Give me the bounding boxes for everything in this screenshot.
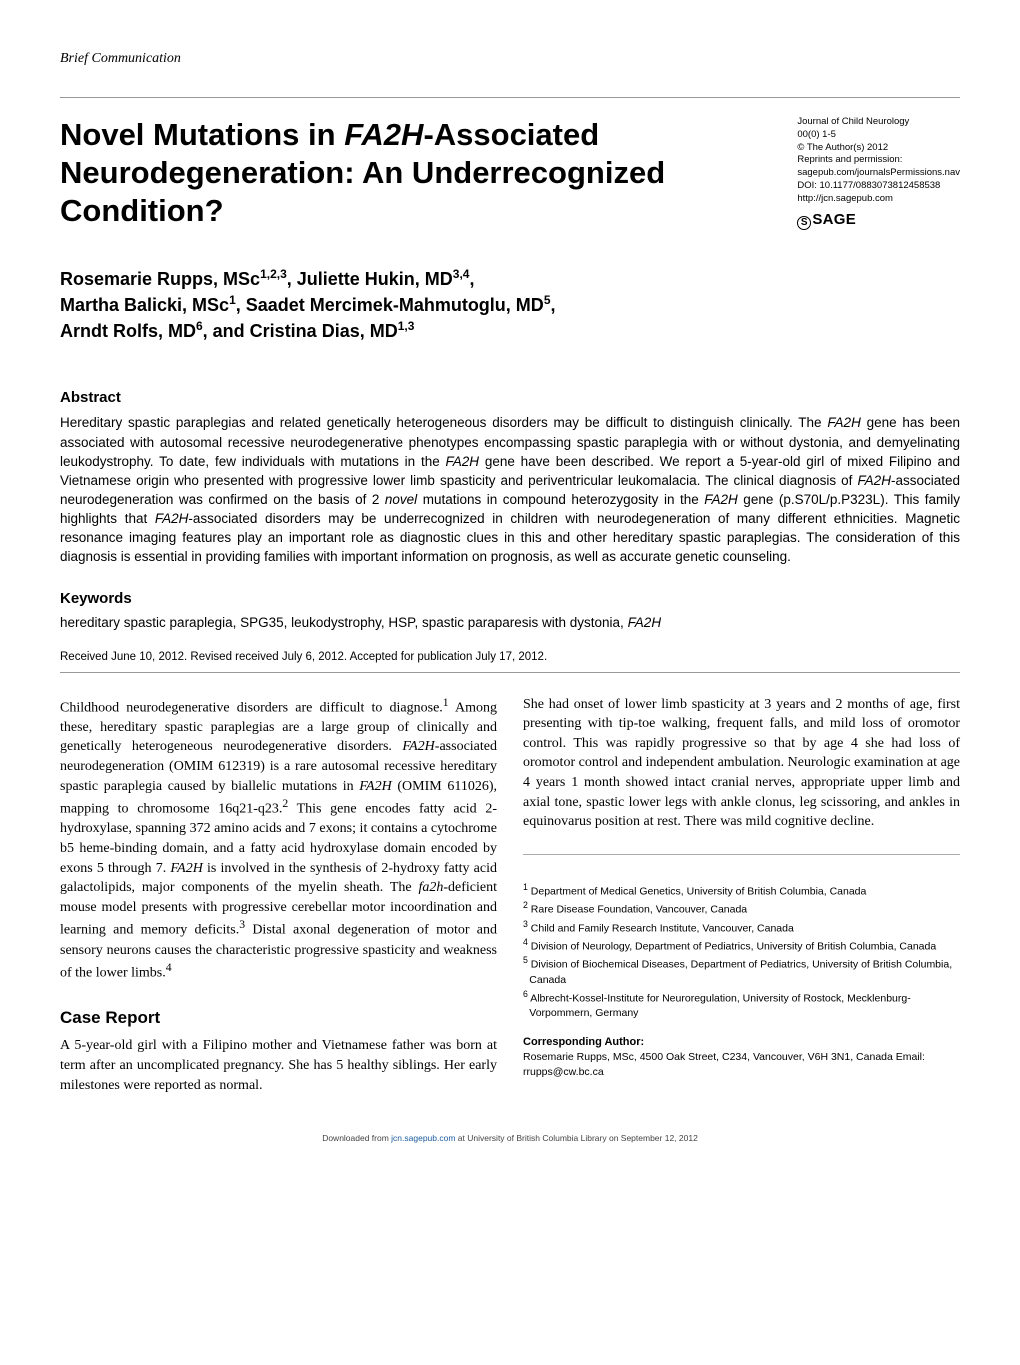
- keywords-text: hereditary spastic paraplegia, SPG35, le…: [60, 614, 960, 632]
- abstract-heading: Abstract: [60, 388, 960, 408]
- corresponding-text: Rosemarie Rupps, MSc, 4500 Oak Street, C…: [523, 1050, 960, 1080]
- journal-site: http://jcn.sagepub.com: [797, 193, 960, 206]
- journal-issue: 00(0) 1-5: [797, 129, 960, 142]
- keywords-heading: Keywords: [60, 589, 960, 609]
- affiliation-item: 2 Rare Disease Foundation, Vancouver, Ca…: [523, 899, 960, 917]
- intro-paragraph: Childhood neurodegenerative disorders ar…: [60, 695, 497, 984]
- journal-name: Journal of Child Neurology: [797, 116, 960, 129]
- case-right-paragraph: She had onset of lower limb spasticity a…: [523, 695, 960, 832]
- left-column: Childhood neurodegenerative disorders ar…: [60, 695, 497, 1096]
- body-columns: Childhood neurodegenerative disorders ar…: [60, 695, 960, 1096]
- reprints-label: Reprints and permission:: [797, 154, 960, 167]
- received-line: Received June 10, 2012. Revised received…: [60, 650, 960, 666]
- journal-meta-block: Journal of Child Neurology 00(0) 1-5 © T…: [797, 116, 960, 230]
- authors-list: Rosemarie Rupps, MSc1,2,3, Juliette Huki…: [60, 266, 960, 344]
- section-rule: [60, 97, 960, 98]
- corresponding-heading: Corresponding Author:: [523, 1035, 960, 1050]
- affiliation-rule: [523, 854, 960, 855]
- case-report-heading: Case Report: [60, 1006, 497, 1030]
- abstract-text: Hereditary spastic paraplegias and relat…: [60, 413, 960, 566]
- footer-download-note: Downloaded from jcn.sagepub.com at Unive…: [60, 1133, 960, 1144]
- journal-copyright: © The Author(s) 2012: [797, 142, 960, 155]
- affiliation-item: 6 Albrecht-Kossel-Institute for Neuroreg…: [523, 988, 960, 1021]
- reprints-url: sagepub.com/journalsPermissions.nav: [797, 167, 960, 180]
- affiliation-item: 5 Division of Biochemical Diseases, Depa…: [523, 954, 960, 987]
- header-row: Novel Mutations in FA2H-Associated Neuro…: [60, 116, 960, 230]
- affiliation-item: 4 Division of Neurology, Department of P…: [523, 936, 960, 954]
- article-type: Brief Communication: [60, 50, 960, 69]
- affiliations-list: 1 Department of Medical Genetics, Univer…: [523, 881, 960, 1021]
- affiliation-item: 1 Department of Medical Genetics, Univer…: [523, 881, 960, 899]
- affiliation-item: 3 Child and Family Research Institute, V…: [523, 918, 960, 936]
- right-column: She had onset of lower limb spasticity a…: [523, 695, 960, 1096]
- journal-doi: DOI: 10.1177/0883073812458538: [797, 180, 960, 193]
- section-rule-2: [60, 672, 960, 673]
- article-title: Novel Mutations in FA2H-Associated Neuro…: [60, 116, 680, 229]
- case-left-paragraph: A 5-year-old girl with a Filipino mother…: [60, 1036, 497, 1095]
- sage-logo: SSAGE: [797, 210, 960, 230]
